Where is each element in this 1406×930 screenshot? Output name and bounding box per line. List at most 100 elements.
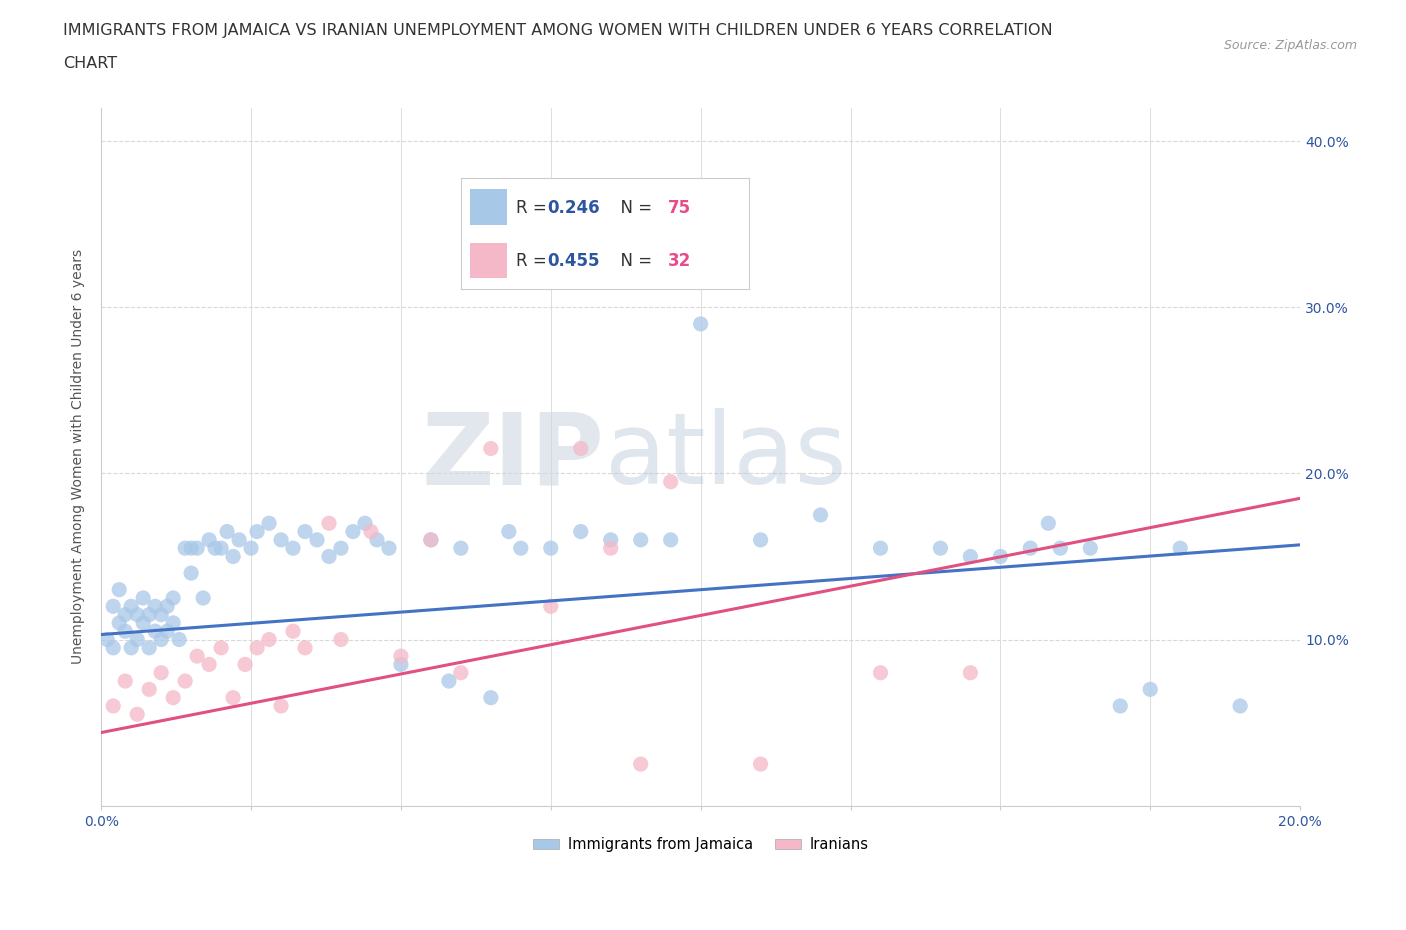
- Point: [257, 632, 280, 647]
- Point: [138, 682, 160, 697]
- Point: [450, 665, 472, 680]
- Point: [233, 657, 256, 671]
- Point: [659, 474, 682, 489]
- Point: [959, 665, 981, 680]
- Legend: Immigrants from Jamaica, Iranians: Immigrants from Jamaica, Iranians: [527, 831, 875, 857]
- Point: [103, 698, 125, 713]
- Point: [209, 540, 232, 555]
- Point: [354, 516, 377, 531]
- Point: [127, 607, 149, 622]
- Point: [281, 540, 304, 555]
- Point: [114, 673, 136, 688]
- Point: [1139, 682, 1161, 697]
- Point: [479, 441, 502, 456]
- Point: [96, 632, 118, 647]
- Point: [180, 565, 202, 580]
- Text: atlas: atlas: [605, 408, 846, 505]
- Point: [138, 607, 160, 622]
- Point: [305, 532, 328, 547]
- Point: [180, 540, 202, 555]
- Point: [103, 599, 125, 614]
- Point: [437, 673, 460, 688]
- Text: ZIP: ZIP: [422, 408, 605, 505]
- Point: [569, 441, 592, 456]
- Point: [150, 632, 173, 647]
- Point: [132, 591, 155, 605]
- Text: Source: ZipAtlas.com: Source: ZipAtlas.com: [1223, 39, 1357, 52]
- Point: [540, 540, 562, 555]
- Point: [143, 599, 166, 614]
- Point: [156, 599, 179, 614]
- Point: [156, 624, 179, 639]
- Point: [246, 525, 269, 539]
- Point: [127, 707, 149, 722]
- Point: [150, 607, 173, 622]
- Point: [630, 532, 652, 547]
- Point: [281, 624, 304, 639]
- Point: [222, 690, 245, 705]
- Point: [419, 532, 441, 547]
- Point: [330, 632, 353, 647]
- Point: [270, 698, 292, 713]
- Point: [869, 665, 891, 680]
- Point: [167, 632, 190, 647]
- Point: [186, 540, 208, 555]
- Point: [1019, 540, 1042, 555]
- Point: [959, 549, 981, 564]
- Point: [810, 508, 832, 523]
- Point: [138, 641, 160, 656]
- Point: [174, 673, 197, 688]
- Point: [988, 549, 1011, 564]
- Point: [186, 649, 208, 664]
- Point: [749, 757, 772, 772]
- Point: [209, 641, 232, 656]
- Point: [1109, 698, 1132, 713]
- Point: [419, 532, 441, 547]
- Y-axis label: Unemployment Among Women with Children Under 6 years: Unemployment Among Women with Children U…: [72, 249, 86, 664]
- Point: [162, 591, 184, 605]
- Point: [318, 516, 340, 531]
- Point: [599, 532, 621, 547]
- Point: [143, 624, 166, 639]
- Point: [257, 516, 280, 531]
- Point: [294, 525, 316, 539]
- Point: [1049, 540, 1071, 555]
- Point: [132, 616, 155, 631]
- Point: [127, 632, 149, 647]
- Point: [330, 540, 353, 555]
- Point: [217, 525, 239, 539]
- Point: [869, 540, 891, 555]
- Point: [342, 525, 364, 539]
- Point: [689, 316, 711, 331]
- Point: [108, 582, 131, 597]
- Point: [198, 657, 221, 671]
- Point: [174, 540, 197, 555]
- Point: [114, 607, 136, 622]
- Point: [270, 532, 292, 547]
- Point: [360, 525, 382, 539]
- Point: [450, 540, 472, 555]
- Point: [630, 757, 652, 772]
- Point: [659, 532, 682, 547]
- Point: [479, 690, 502, 705]
- Point: [204, 540, 226, 555]
- Point: [1168, 540, 1191, 555]
- Point: [162, 690, 184, 705]
- Point: [1229, 698, 1251, 713]
- Point: [108, 616, 131, 631]
- Point: [222, 549, 245, 564]
- Point: [191, 591, 214, 605]
- Point: [228, 532, 250, 547]
- Point: [294, 641, 316, 656]
- Point: [498, 525, 520, 539]
- Point: [749, 532, 772, 547]
- Point: [929, 540, 952, 555]
- Point: [569, 525, 592, 539]
- Point: [389, 649, 412, 664]
- Point: [120, 641, 142, 656]
- Point: [318, 549, 340, 564]
- Point: [198, 532, 221, 547]
- Point: [162, 616, 184, 631]
- Point: [103, 641, 125, 656]
- Text: IMMIGRANTS FROM JAMAICA VS IRANIAN UNEMPLOYMENT AMONG WOMEN WITH CHILDREN UNDER : IMMIGRANTS FROM JAMAICA VS IRANIAN UNEMP…: [63, 23, 1053, 38]
